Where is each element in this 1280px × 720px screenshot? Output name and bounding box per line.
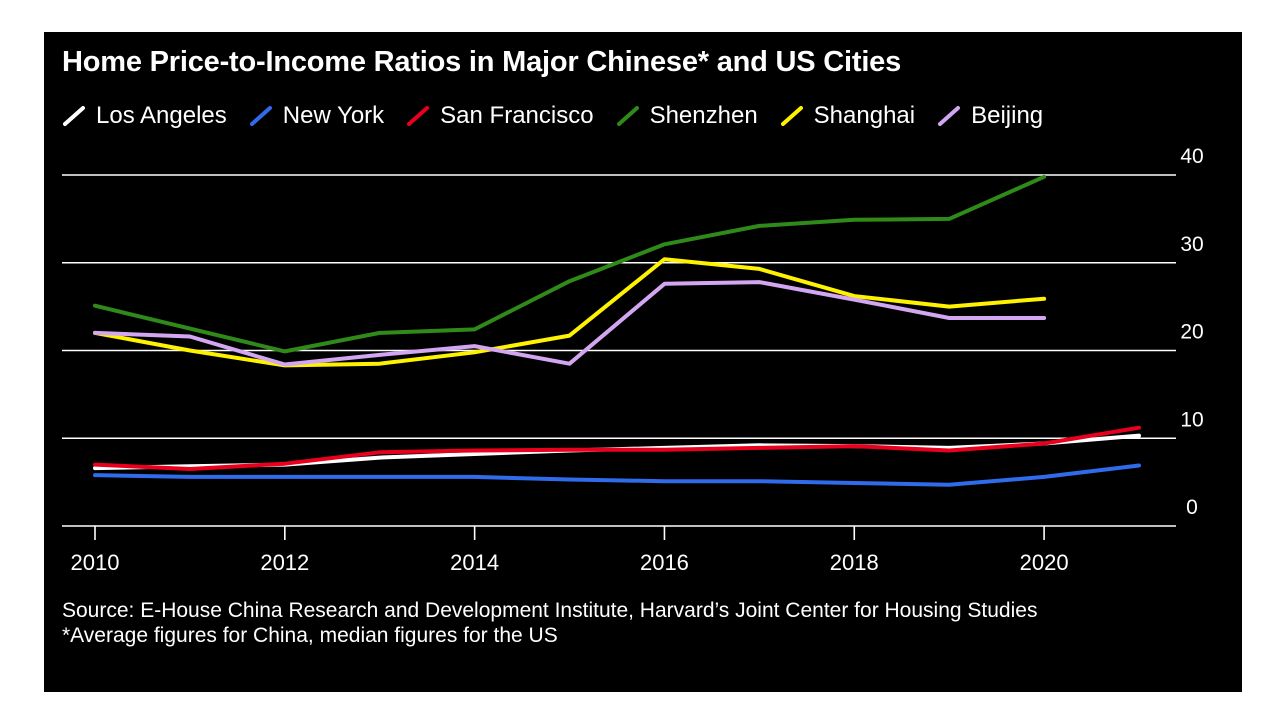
y-tick-label-20: 20: [1180, 321, 1203, 344]
x-tick-label-2018: 2018: [830, 550, 879, 575]
series-line-los-angeles: [93, 433, 1141, 471]
legend-label-new-york: New York: [282, 102, 385, 129]
x-axis-ticks: 2010 2012 2014 2016 2018 2020: [71, 526, 1069, 575]
y-tick-label-10: 10: [1180, 408, 1203, 431]
source-note: Source: E-House China Research and Devel…: [62, 599, 1038, 622]
y-tick-label-30: 30: [1180, 233, 1203, 256]
x-tick-label-2020: 2020: [1020, 550, 1069, 575]
footnote: *Average figures for China, median figur…: [62, 624, 558, 647]
legend-label-san-francisco: San Francisco: [440, 102, 594, 129]
legend-swatch-los-angeles: [63, 106, 85, 126]
legend-swatch-shenzhen: [616, 106, 639, 126]
y-axis-ticks: 0 10 20 30 40: [1180, 145, 1203, 519]
chart-title: Home Price-to-Income Ratios in Major Chi…: [62, 46, 902, 78]
legend-swatch-san-francisco: [407, 106, 430, 126]
legend-label-shanghai: Shanghai: [813, 102, 916, 129]
chart-notes: Source: E-House China Research and Devel…: [62, 598, 1212, 648]
legend-label-beijing: Beijing: [971, 102, 1044, 129]
y-tick-label-40: 40: [1180, 145, 1203, 168]
legend-item-san-francisco: San Francisco: [406, 102, 594, 130]
legend: Los Angeles New York San Francisco Shenz…: [62, 102, 1043, 130]
legend-label-los-angeles: Los Angeles: [96, 102, 227, 129]
x-tick-label-2012: 2012: [260, 550, 309, 575]
legend-label-shenzhen: Shenzhen: [649, 102, 758, 129]
series-line-shenzhen: [93, 174, 1047, 354]
legend-swatch-beijing: [938, 106, 961, 126]
series-line-shanghai: [93, 257, 1047, 368]
x-tick-label-2014: 2014: [450, 550, 499, 575]
legend-item-new-york: New York: [249, 102, 384, 130]
legend-item-los-angeles: Los Angeles: [62, 102, 227, 130]
legend-item-shanghai: Shanghai: [780, 102, 915, 130]
line-chart: 0 10 20 30 40 2010 2012 2014 2016 2018 2020: [62, 145, 1204, 575]
series-line-new-york: [93, 463, 1141, 487]
legend-swatch-shanghai: [780, 106, 803, 126]
x-tick-label-2010: 2010: [71, 550, 120, 575]
legend-swatch-new-york: [249, 106, 272, 126]
y-tick-label-0: 0: [1186, 496, 1198, 519]
legend-item-beijing: Beijing: [937, 102, 1043, 130]
series-line-beijing: [93, 280, 1047, 367]
chart-panel: Home Price-to-Income Ratios in Major Chi…: [44, 32, 1242, 692]
series-line-san-francisco: [93, 425, 1141, 471]
series-lines: [93, 174, 1141, 487]
legend-item-shenzhen: Shenzhen: [616, 102, 758, 130]
x-tick-label-2016: 2016: [640, 550, 689, 575]
gridlines: [62, 174, 1176, 527]
